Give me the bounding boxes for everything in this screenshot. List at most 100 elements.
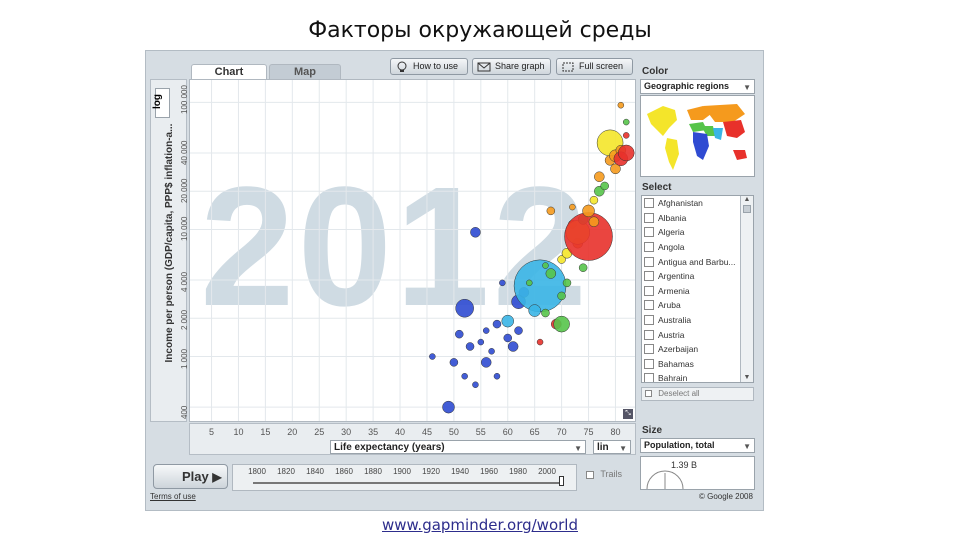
play-button[interactable]: Play ▶ [153, 464, 228, 489]
country-list-item[interactable]: Aruba [642, 298, 753, 313]
country-bubble[interactable] [514, 326, 523, 335]
gapminder-link[interactable]: www.gapminder.org/world [382, 516, 578, 534]
trails-toggle[interactable]: Trails [586, 469, 622, 479]
x-scale-select[interactable]: lin ▼ [593, 440, 631, 454]
country-list-item[interactable]: Afghanistan [642, 196, 753, 211]
scroll-thumb[interactable] [743, 205, 751, 213]
country-bubble[interactable] [546, 206, 556, 216]
chart-plot-area[interactable]: 2012 ⤡ [189, 79, 636, 422]
country-bubble[interactable] [617, 144, 635, 162]
country-bubble[interactable] [557, 255, 566, 264]
country-bubble[interactable] [455, 329, 464, 339]
country-bubble[interactable] [501, 314, 514, 328]
region-world-map[interactable] [640, 95, 755, 177]
year-timeline-slider[interactable]: 1800 1820 1840 1860 1880 1900 1920 1940 1960 1980… [232, 464, 577, 491]
country-bubble[interactable] [589, 195, 599, 205]
country-list-item[interactable]: Australia [642, 313, 753, 328]
country-list-item[interactable]: Austria [642, 327, 753, 342]
country-bubble[interactable] [600, 181, 609, 191]
country-bubble[interactable] [564, 212, 613, 261]
country-list-item[interactable]: Albania [642, 211, 753, 226]
country-checkbox[interactable] [644, 256, 654, 267]
country-bubble[interactable] [562, 278, 572, 288]
country-list-item[interactable]: Bahamas [642, 357, 753, 372]
scroll-up-icon[interactable]: ▲ [743, 196, 751, 203]
country-bubble[interactable] [493, 372, 501, 380]
country-bubble[interactable] [594, 171, 605, 182]
country-bubble[interactable] [465, 342, 475, 351]
country-checkbox[interactable] [644, 285, 654, 296]
country-checkbox[interactable] [644, 227, 654, 238]
country-bubble[interactable] [617, 101, 625, 109]
country-bubble[interactable] [503, 333, 512, 343]
country-bubble[interactable] [429, 353, 436, 360]
country-checkbox[interactable] [644, 358, 654, 369]
zoom-icon[interactable]: ⤡ [623, 409, 633, 419]
country-select-list[interactable]: Afghanistan Albania Algeria Angola Antigua a… [641, 195, 754, 383]
country-checkbox[interactable] [644, 329, 654, 340]
tab-map[interactable]: Map [269, 64, 341, 80]
country-bubble[interactable] [482, 327, 490, 334]
country-bubble[interactable] [480, 357, 492, 368]
deselect-all-button[interactable]: Deselect all [641, 387, 754, 401]
country-bubble[interactable] [528, 304, 541, 317]
country-checkbox[interactable] [644, 344, 654, 355]
country-checkbox[interactable] [644, 212, 654, 223]
country-list-item[interactable]: Angola [642, 240, 753, 255]
country-label: Afghanistan [658, 198, 703, 209]
country-bubble[interactable] [472, 381, 479, 388]
country-list-item[interactable]: Bahrain [642, 371, 753, 382]
country-bubble[interactable] [461, 372, 468, 380]
country-bubble[interactable] [455, 298, 474, 318]
full-screen-button[interactable]: Full screen [556, 58, 633, 75]
country-bubble[interactable] [557, 291, 566, 301]
country-checkbox[interactable] [644, 271, 654, 282]
country-bubble[interactable] [488, 348, 495, 355]
timeline-year-label: 1820 [277, 467, 295, 476]
how-to-use-button[interactable]: How to use [390, 58, 468, 75]
terms-of-use-link[interactable]: Terms of use [150, 492, 196, 501]
country-bubble[interactable] [578, 263, 588, 272]
country-list-item[interactable]: Armenia [642, 284, 753, 299]
country-bubble[interactable] [507, 341, 519, 352]
country-list-item[interactable]: Azerbaijan [642, 342, 753, 357]
tab-chart[interactable]: Chart [191, 64, 267, 80]
list-scrollbar[interactable]: ▲ ▼ [740, 196, 753, 382]
country-checkbox[interactable] [644, 198, 654, 209]
country-checkbox[interactable] [644, 373, 654, 382]
country-list-item[interactable]: Argentina [642, 269, 753, 284]
country-bubble[interactable] [545, 268, 557, 279]
country-bubble[interactable] [622, 118, 630, 126]
country-bubble[interactable] [569, 203, 576, 211]
x-indicator-select[interactable]: Life expectancy (years) ▼ [330, 440, 586, 454]
timeline-handle[interactable] [559, 476, 564, 486]
trails-checkbox[interactable] [586, 470, 594, 479]
country-bubble[interactable] [588, 216, 600, 228]
country-bubble[interactable] [442, 400, 455, 414]
country-bubble[interactable] [610, 163, 621, 175]
country-checkbox[interactable] [644, 242, 654, 253]
color-select[interactable]: Geographic regions ▼ [640, 79, 755, 94]
country-bubble[interactable] [449, 358, 459, 367]
size-select[interactable]: Population, total ▼ [640, 438, 755, 453]
country-bubble[interactable] [470, 227, 481, 238]
country-bubble[interactable] [582, 204, 595, 218]
country-bubble[interactable] [499, 279, 506, 287]
y-scale-select[interactable]: log [152, 88, 170, 118]
country-list-item[interactable]: Antigua and Barbu... [642, 254, 753, 269]
country-checkbox[interactable] [644, 300, 654, 311]
country-bubble[interactable] [553, 315, 570, 333]
country-bubble[interactable] [526, 279, 533, 287]
country-checkbox[interactable] [644, 315, 654, 326]
country-bubble[interactable] [541, 308, 550, 318]
country-bubble[interactable] [513, 259, 567, 313]
country-bubble[interactable] [622, 132, 630, 139]
country-bubble[interactable] [542, 262, 549, 269]
share-graph-button[interactable]: Share graph [472, 58, 551, 75]
y-axis-label[interactable]: Income per person (GDP/capita, PPP$ infl… [164, 123, 175, 363]
country-list-item[interactable]: Algeria [642, 225, 753, 240]
scroll-down-icon[interactable]: ▼ [743, 374, 751, 381]
country-bubble[interactable] [536, 338, 544, 346]
country-bubble[interactable] [477, 338, 485, 346]
country-bubble[interactable] [492, 319, 502, 329]
